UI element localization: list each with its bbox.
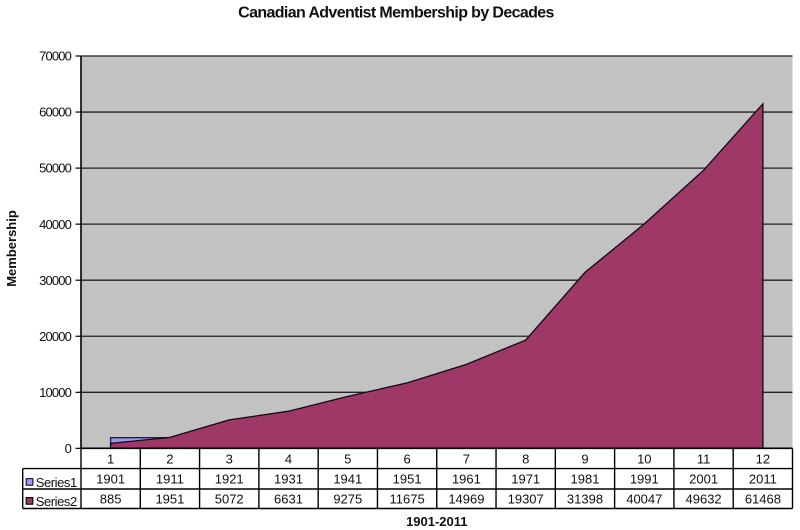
svg-text:31398: 31398	[567, 491, 603, 506]
svg-text:2011: 2011	[749, 472, 777, 487]
svg-text:10: 10	[637, 451, 651, 466]
svg-text:40000: 40000	[39, 217, 72, 232]
svg-text:6631: 6631	[274, 491, 303, 506]
svg-text:1961: 1961	[452, 472, 481, 487]
svg-text:19307: 19307	[508, 491, 544, 506]
svg-text:1931: 1931	[274, 472, 303, 487]
svg-text:60000: 60000	[39, 105, 72, 120]
svg-text:20000: 20000	[39, 329, 72, 344]
svg-text:1: 1	[107, 451, 114, 466]
svg-text:7: 7	[463, 451, 470, 466]
svg-text:1901-2011: 1901-2011	[406, 514, 467, 529]
svg-text:1991: 1991	[630, 472, 659, 487]
svg-text:70000: 70000	[39, 49, 72, 64]
svg-text:40047: 40047	[626, 491, 662, 506]
svg-text:11: 11	[697, 451, 711, 466]
svg-text:8: 8	[522, 451, 529, 466]
svg-text:Series2: Series2	[36, 494, 77, 509]
svg-text:0: 0	[65, 441, 72, 456]
svg-text:11675: 11675	[390, 491, 425, 506]
svg-text:1981: 1981	[571, 472, 600, 487]
svg-text:Series1: Series1	[36, 475, 77, 490]
svg-text:30000: 30000	[39, 273, 72, 288]
svg-text:6: 6	[403, 451, 410, 466]
svg-text:10000: 10000	[39, 385, 72, 400]
svg-text:9: 9	[581, 451, 588, 466]
svg-text:49632: 49632	[686, 491, 722, 506]
svg-text:Canadian Adventist Membership: Canadian Adventist Membership by Decades	[238, 4, 554, 21]
svg-text:1901: 1901	[96, 472, 125, 487]
svg-text:1951: 1951	[155, 491, 184, 506]
svg-text:1971: 1971	[511, 472, 540, 487]
svg-text:61468: 61468	[745, 491, 781, 506]
svg-text:3: 3	[226, 451, 233, 466]
svg-text:12: 12	[756, 451, 770, 466]
svg-text:1911: 1911	[156, 472, 184, 487]
svg-text:5: 5	[344, 451, 351, 466]
svg-text:50000: 50000	[39, 161, 72, 176]
svg-text:2001: 2001	[689, 472, 718, 487]
svg-text:1951: 1951	[393, 472, 422, 487]
svg-text:14969: 14969	[448, 491, 484, 506]
svg-text:9275: 9275	[333, 491, 362, 506]
svg-text:885: 885	[100, 491, 122, 506]
svg-text:1941: 1941	[333, 472, 362, 487]
svg-text:1921: 1921	[215, 472, 244, 487]
svg-text:5072: 5072	[215, 491, 244, 506]
svg-text:4: 4	[285, 451, 292, 466]
svg-text:2: 2	[166, 451, 173, 466]
svg-text:Membership: Membership	[4, 210, 19, 287]
